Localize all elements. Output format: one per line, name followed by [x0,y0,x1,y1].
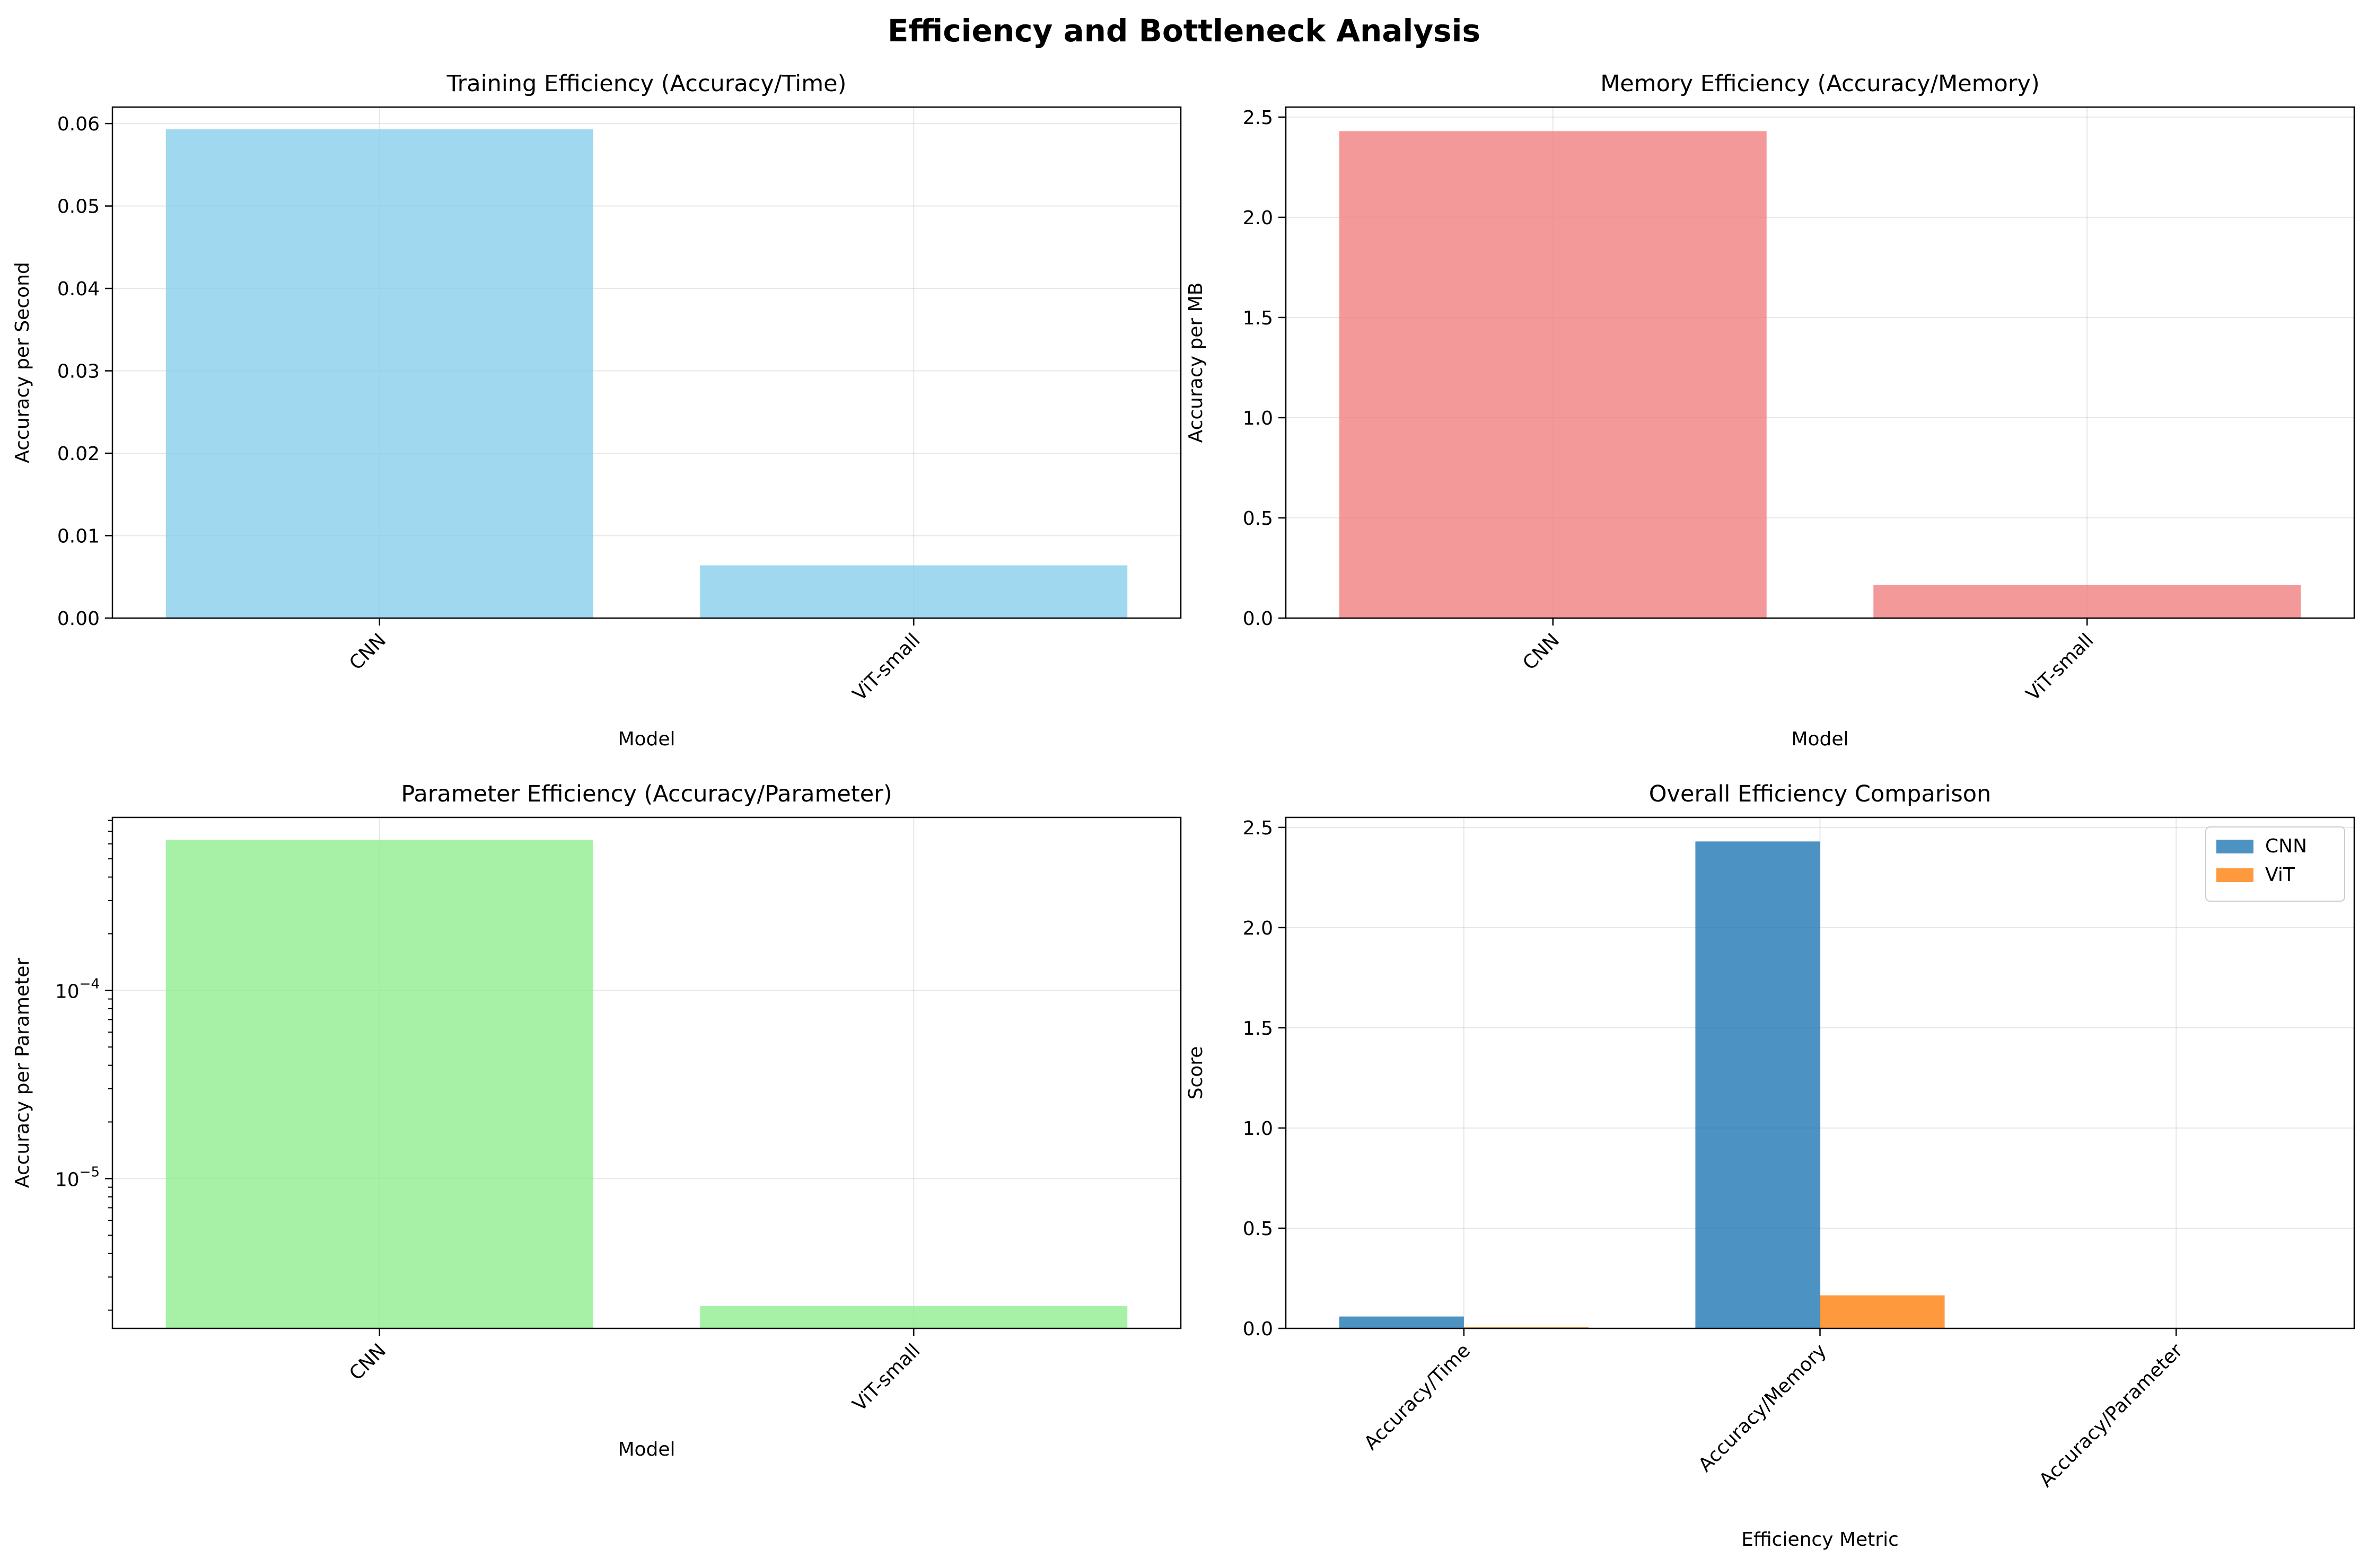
y-tick-label: 1.0 [1243,1118,1273,1140]
bar-vit-small [700,565,1127,618]
y-axis-label: Score [1185,1046,1207,1100]
y-tick-label: 0.0 [1243,608,1273,630]
y-tick-label: 0.06 [57,113,100,135]
legend: CNN ViT [2206,827,2345,901]
y-tick-label: 0.5 [1243,1218,1273,1240]
y-axis-label: Accuracy per Second [12,262,33,463]
y-tick-label: 0.05 [57,196,100,218]
x-tick-label: ViT-small [2022,629,2098,705]
bar-cnn-accuracy-time [1339,1317,1464,1328]
x-tick-label: ViT-small [848,629,924,705]
legend-label-cnn: CNN [2265,835,2307,857]
figure-suptitle: Efficiency and Bottleneck Analysis [888,13,1480,49]
legend-swatch-vit [2216,868,2253,882]
x-axis-label: Model [1791,728,1848,750]
y-tick-label: 0.5 [1243,508,1273,530]
x-tick-label: Accuracy/Time [1360,1340,1475,1454]
legend-swatch-cnn [2216,840,2253,853]
x-tick-label: CNN [345,629,390,674]
chart-title: Overall Efficiency Comparison [1649,781,1992,807]
x-tick-label: ViT-small [848,1340,924,1415]
y-axis-label: Accuracy per Parameter [12,958,33,1188]
bar-cnn [166,129,593,618]
chart-title: Parameter Efficiency (Accuracy/Parameter… [401,781,892,807]
y-tick-label: 0.04 [57,278,100,300]
legend-label-vit: ViT [2265,864,2295,886]
x-axis-label: Efficiency Metric [1741,1529,1899,1551]
y-tick-label: 1.5 [1243,1018,1273,1040]
bars [1339,841,2301,1328]
y-tick-label: 0.02 [57,443,100,465]
bars [166,129,1128,618]
bar-cnn [1339,131,1767,618]
y-axis-label: Accuracy per MB [1185,283,1207,443]
bars [166,840,1128,1328]
y-tick-label: 1.5 [1243,307,1273,329]
y-tick-label: 2.5 [1243,817,1273,839]
y-tick-label: 0.00 [57,608,100,630]
y-tick-label: 2.5 [1243,107,1273,129]
chart-panel-1: 0.00 0.01 0.02 0.03 0.04 0.05 0.06 CNN ViT-small… [12,71,1181,750]
bars [1339,131,2301,618]
bar-vit-accuracy-memory [1820,1296,1945,1328]
y-tick-label: 0.0 [1243,1318,1273,1340]
x-tick-label: CNN [345,1340,390,1385]
chart-panel-3: 10−5 10−4 CNN ViT-small Parameter Efficiency… [12,781,1181,1460]
bar-cnn [166,840,593,1328]
x-tick-label: Accuracy/Parameter [2035,1340,2187,1491]
chart-panel-4: 0.0 0.5 1.0 1.5 2.0 2.5 Accuracy/Time Accuracy/… [1185,781,2354,1551]
bar-vit-small [700,1306,1127,1328]
chart-panel-2: 0.0 0.5 1.0 1.5 2.0 2.5 CNN ViT-small Memory Eff… [1185,71,2354,750]
x-tick-label: Accuracy/Memory [1695,1340,1831,1476]
x-tick-label: CNN [1519,629,1564,674]
bar-cnn-accuracy-memory [1695,841,1820,1328]
y-tick-label: 0.03 [57,361,100,383]
y-tick-label: 10−5 [55,1164,100,1191]
x-axis-label: Model [618,1439,675,1460]
y-tick-label: 10−4 [55,976,100,1002]
y-tick-label: 0.01 [57,526,100,548]
bar-vit-small [1873,585,2301,618]
y-tick-label: 2.0 [1243,918,1273,939]
x-axis-label: Model [618,728,675,750]
y-tick-label: 2.0 [1243,207,1273,229]
chart-title: Training Efficiency (Accuracy/Time) [446,71,847,97]
y-tick-label: 1.0 [1243,408,1273,429]
chart-title: Memory Efficiency (Accuracy/Memory) [1600,71,2040,97]
